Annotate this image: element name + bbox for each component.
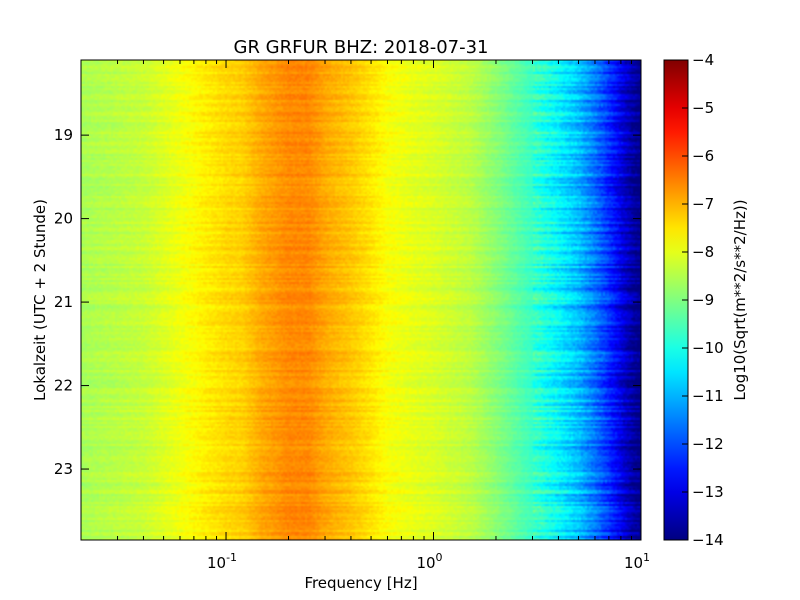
colorbar-tick-label: −9 bbox=[692, 291, 714, 309]
x-tick-label: 100 bbox=[416, 551, 442, 572]
x-axis: 10-1 100 101 bbox=[80, 60, 650, 572]
colorbar-tick-label: −11 bbox=[692, 387, 724, 405]
spectrogram-heatmap bbox=[81, 60, 641, 540]
colorbar-label: Log10(Sqrt(m**2/s**2/Hz)) bbox=[731, 199, 749, 400]
colorbar: −4 −5 −6 −7 −8 −9 −10 −11 −12 −13 −14 Log10(Sqrt(m… bbox=[663, 51, 749, 549]
colorbar-tick-label: −10 bbox=[692, 339, 724, 357]
y-tick-label: 21 bbox=[54, 293, 73, 311]
y-tick-label: 23 bbox=[54, 460, 73, 478]
colorbar-tick-label: −7 bbox=[692, 195, 714, 213]
y-axis-label: Lokalzeit (UTC + 2 Stunde) bbox=[31, 199, 49, 401]
colorbar-tick-label: −13 bbox=[692, 483, 724, 501]
colorbar-tick-label: −5 bbox=[692, 99, 714, 117]
plot-frame bbox=[80, 59, 642, 541]
x-tick-label: 101 bbox=[624, 551, 650, 572]
y-tick-label: 22 bbox=[54, 377, 73, 395]
colorbar-tick-label: −6 bbox=[692, 147, 714, 165]
colorbar-tick-label: −14 bbox=[692, 531, 724, 549]
colorbar-tick-label: −12 bbox=[692, 435, 724, 453]
colorbar-tick-label: −8 bbox=[692, 243, 714, 261]
x-tick-label: 10-1 bbox=[207, 551, 237, 572]
colorbar-tick-label: −4 bbox=[692, 51, 714, 69]
spectrogram-plot-area bbox=[80, 59, 642, 541]
y-tick-label: 19 bbox=[54, 126, 73, 144]
x-axis-label: Frequency [Hz] bbox=[304, 574, 417, 592]
y-tick-label: 20 bbox=[54, 210, 73, 228]
chart-title: GR GRFUR BHZ: 2018-07-31 bbox=[234, 37, 489, 58]
y-axis: 19 20 21 22 23 bbox=[54, 126, 641, 478]
